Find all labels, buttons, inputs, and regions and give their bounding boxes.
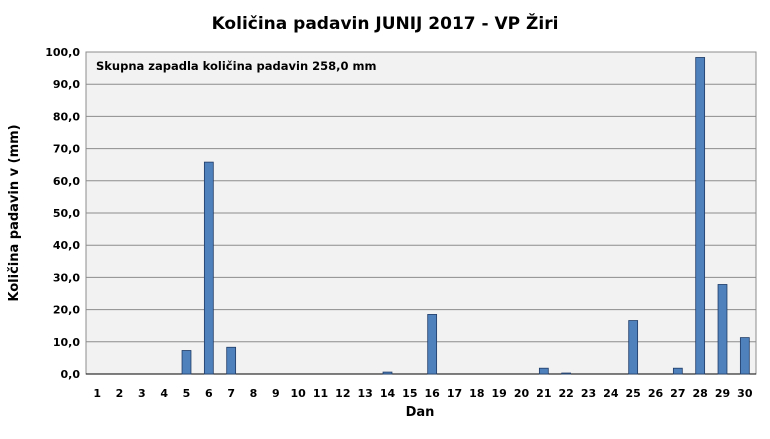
x-tick-label: 5	[183, 387, 191, 400]
y-tick-label: 20,0	[53, 304, 80, 317]
y-tick-label: 0,0	[61, 368, 81, 381]
y-tick-labels: 0,0 10,0 20,0 30,0 40,0 50,0 60,0 70,0 80,0 90,0 1…	[45, 46, 80, 381]
x-tick-label: 19	[492, 387, 507, 400]
x-tick-label: 7	[227, 387, 235, 400]
x-tick-label: 29	[715, 387, 730, 400]
x-tick-label: 21	[536, 387, 551, 400]
chart-title: Količina padavin JUNIJ 2017 - VP Žiri	[212, 12, 559, 34]
y-tick-label: 70,0	[53, 143, 80, 156]
bar-day-7	[226, 346, 237, 375]
x-tick-label: 16	[425, 387, 441, 400]
bar-day-14	[382, 371, 393, 375]
x-tick-labels: 1 2 3 4 5 6 7 8 9 10 11 12 13 14 15 16 17 18 19 20 21 22 23 24 2…	[93, 387, 752, 400]
bar-day-16	[427, 314, 438, 375]
x-tick-label: 4	[160, 387, 168, 400]
bars	[181, 57, 750, 375]
y-tick-label: 60,0	[53, 175, 80, 188]
x-tick-label: 23	[581, 387, 596, 400]
y-tick-label: 40,0	[53, 239, 80, 252]
x-tick-label: 27	[670, 387, 685, 400]
bar-day-21	[538, 367, 549, 375]
total-annotation: Skupna zapadla količina padavin 258,0 mm	[96, 59, 376, 73]
x-tick-label: 2	[116, 387, 124, 400]
x-tick-label: 30	[737, 387, 753, 400]
y-tick-label: 100,0	[45, 46, 80, 59]
x-tick-label: 17	[447, 387, 462, 400]
x-tick-label: 26	[648, 387, 664, 400]
x-axis-label: Dan	[406, 405, 435, 420]
bar-day-6	[203, 161, 214, 375]
y-axis-label: Količina padavin v (mm)	[7, 124, 22, 301]
bar-day-22	[561, 372, 572, 375]
x-tick-label: 1	[93, 387, 101, 400]
x-tick-label: 28	[693, 387, 708, 400]
bar-day-30	[739, 337, 750, 375]
bar-day-28	[695, 57, 706, 375]
x-tick-label: 24	[603, 387, 619, 400]
x-tick-label: 13	[358, 387, 373, 400]
x-tick-label: 11	[313, 387, 328, 400]
y-tick-label: 30,0	[53, 271, 80, 284]
y-tick-label: 10,0	[53, 336, 80, 349]
x-tick-label: 15	[402, 387, 417, 400]
bar-day-5	[181, 350, 192, 375]
bar-day-25	[628, 320, 639, 375]
gridlines	[86, 51, 756, 375]
x-tick-label: 10	[291, 387, 307, 400]
x-tick-label: 6	[205, 387, 213, 400]
x-tick-label: 12	[335, 387, 350, 400]
x-tick-label: 14	[380, 387, 396, 400]
bar-day-27	[672, 367, 683, 375]
x-tick-label: 20	[514, 387, 530, 400]
y-tick-label: 50,0	[53, 207, 80, 220]
x-tick-label: 25	[626, 387, 641, 400]
bar-day-29	[717, 284, 728, 375]
x-tick-label: 9	[272, 387, 280, 400]
x-tick-label: 18	[469, 387, 484, 400]
y-tick-label: 80,0	[53, 110, 80, 123]
x-tick-label: 8	[250, 387, 258, 400]
x-tick-label: 22	[559, 387, 574, 400]
x-tick-label: 3	[138, 387, 146, 400]
y-tick-label: 90,0	[53, 78, 80, 91]
